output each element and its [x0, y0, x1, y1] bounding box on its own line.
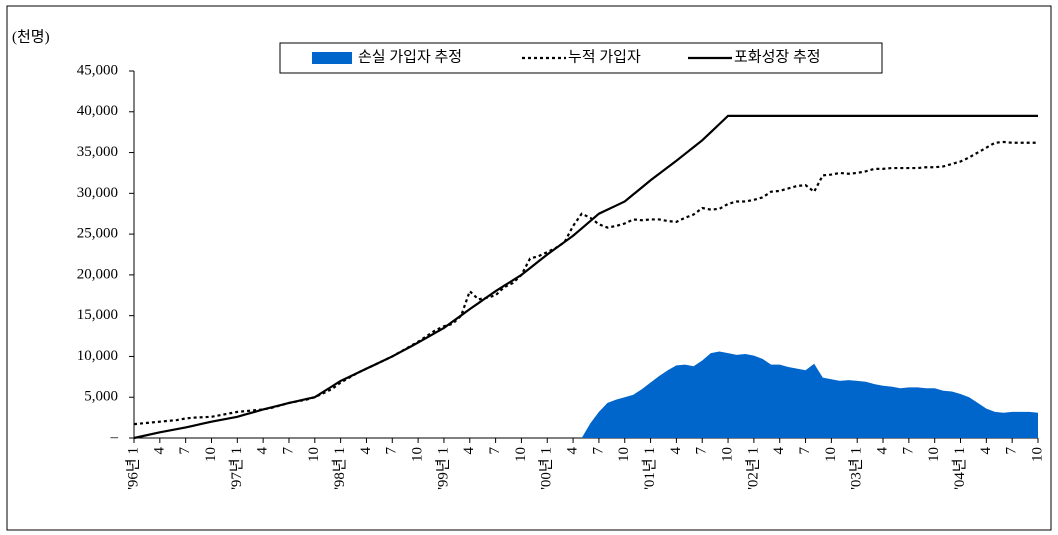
- area: [134, 351, 1038, 438]
- x-tick-label: '98년 1: [331, 447, 348, 490]
- y-tick-label: 40,000: [77, 103, 118, 119]
- x-tick-label: 10: [719, 447, 735, 462]
- y-tick-label: 5,000: [84, 389, 118, 405]
- x-tick-label: 10: [616, 447, 632, 462]
- x-tick-label: 7: [900, 447, 916, 455]
- legend-label: 포화성장 추정: [734, 48, 821, 65]
- chart-border: [6, 5, 1052, 531]
- x-tick-label: 4: [565, 447, 581, 455]
- y-tick-label: 15,000: [77, 307, 118, 323]
- x-tick-label: 10: [1029, 447, 1045, 462]
- x-tick-label: 4: [358, 447, 374, 455]
- y-tick-label: 10,000: [77, 348, 118, 364]
- x-tick-label: 4: [771, 447, 787, 455]
- x-tick-label: 10: [306, 447, 322, 462]
- y-tick-label: 20,000: [77, 266, 118, 282]
- x-tick-label: 7: [384, 447, 400, 455]
- x-tick-label: 10: [203, 447, 219, 462]
- y-unit-label: (천명): [12, 28, 50, 45]
- y-tick-label: 30,000: [77, 185, 118, 201]
- x-tick-label: 4: [151, 447, 167, 455]
- x-tick-label: 7: [590, 447, 606, 455]
- x-tick-label: 7: [694, 447, 710, 455]
- y-tick-label: 45,000: [77, 62, 118, 78]
- x-tick-label: '03년 1: [848, 447, 865, 490]
- x-tick-label: 4: [874, 447, 890, 455]
- x-tick-label: 10: [823, 447, 839, 462]
- x-tick-label: 7: [797, 447, 813, 455]
- legend-swatch: [312, 52, 352, 64]
- x-tick-label: '96년 1: [124, 447, 141, 490]
- line: [133, 114, 1038, 440]
- x-tick-label: 10: [513, 447, 529, 462]
- x-tick-label: 10: [410, 447, 426, 462]
- x-tick-label: 7: [487, 447, 503, 455]
- line: [133, 140, 1038, 426]
- legend-label: 누적 가입자: [568, 48, 641, 65]
- x-tick-label: '04년 1: [951, 447, 968, 490]
- x-tick-label: 4: [461, 447, 477, 455]
- x-tick-label: '97년 1: [228, 447, 245, 490]
- x-tick-label: 10: [926, 447, 942, 462]
- x-tick-label: '99년 1: [434, 447, 451, 490]
- x-tick-label: 7: [280, 447, 296, 455]
- x-tick-label: '01년 1: [641, 447, 658, 490]
- legend-label: 손실 가입자 추정: [358, 48, 462, 65]
- y-tick-label: 35,000: [77, 144, 118, 160]
- y-tick-label: 25,000: [77, 226, 118, 242]
- x-tick-label: '00년 1: [538, 447, 555, 490]
- x-tick-label: '02년 1: [744, 447, 761, 490]
- x-tick-label: 7: [1004, 447, 1020, 455]
- x-tick-label: 7: [177, 447, 193, 455]
- legend-box: [279, 42, 883, 74]
- y-tick-label: –: [110, 429, 119, 445]
- x-tick-label: 4: [978, 447, 994, 455]
- x-tick-label: 4: [255, 447, 271, 455]
- x-tick-label: 4: [668, 447, 684, 455]
